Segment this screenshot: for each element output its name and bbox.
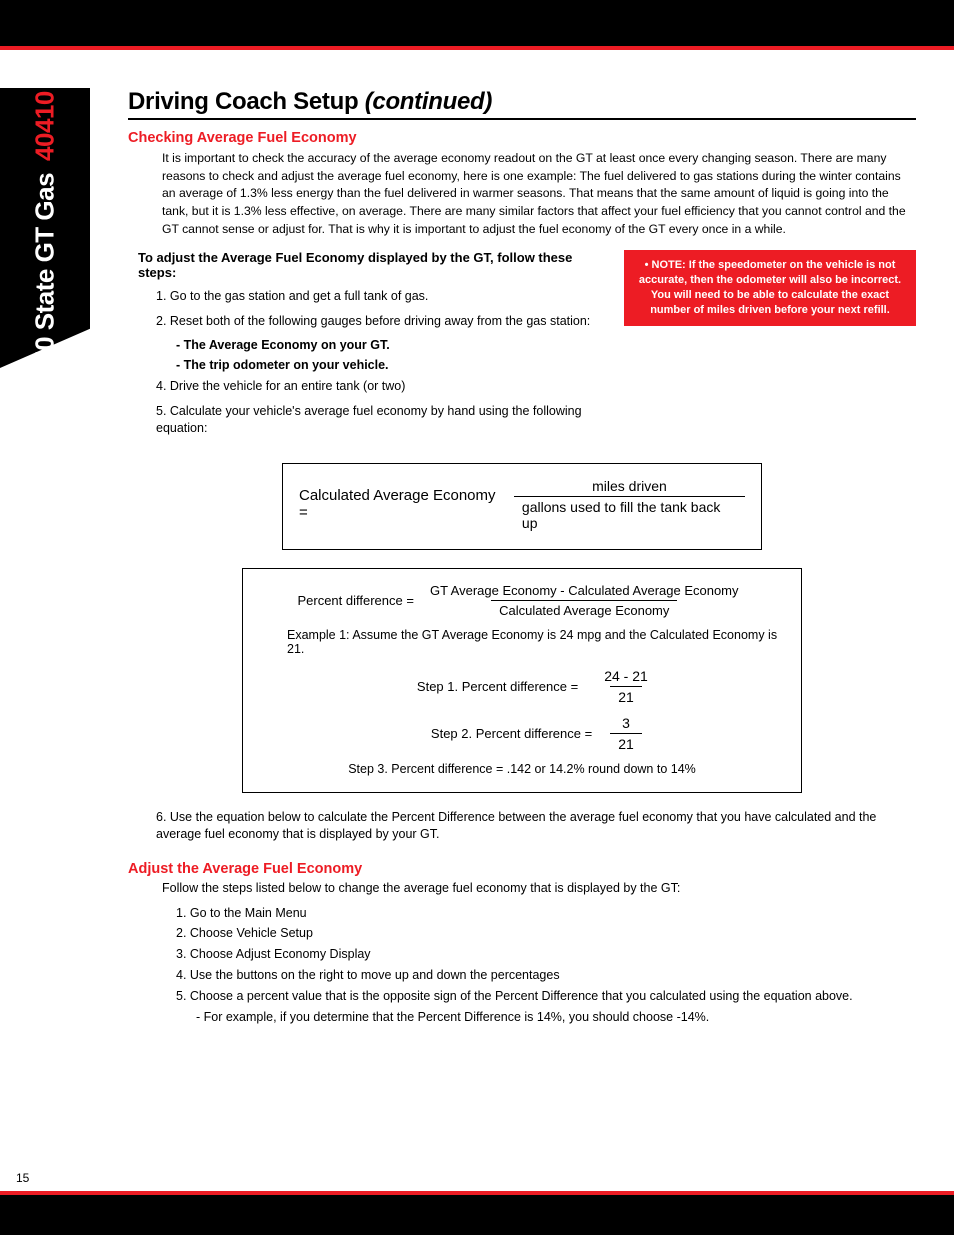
eq2-step2-num: 3 — [614, 715, 638, 733]
eq2-step3: Step 3. Percent difference = .142 or 14.… — [259, 762, 785, 776]
eq2-label: Percent difference = — [297, 593, 413, 608]
page-title-main: Driving Coach Setup — [128, 88, 365, 115]
eq2-example: Example 1: Assume the GT Average Economy… — [287, 628, 785, 656]
adj-step-5a: - For example, if you determine that the… — [196, 1009, 916, 1026]
step-6: 6. Use the equation below to calculate t… — [156, 809, 906, 843]
eq2-step1-row: Step 1. Percent difference = 24 - 21 21 — [259, 668, 785, 705]
note-box: • NOTE: If the speedometer on the vehicl… — [624, 250, 916, 325]
eq2-fraction: GT Average Economy - Calculated Average … — [422, 583, 747, 618]
equation-box-1: Calculated Average Economy = miles drive… — [282, 463, 762, 550]
section2-lead: Follow the steps listed below to change … — [162, 881, 916, 895]
footer-bar-black — [0, 1195, 954, 1235]
eq2-numerator: GT Average Economy - Calculated Average … — [422, 583, 747, 600]
eq2-step1-fraction: 24 - 21 21 — [596, 668, 656, 705]
eq1-denominator: gallons used to fill the tank back up — [514, 496, 745, 531]
header-bar-red — [0, 46, 954, 50]
eq2-step2-den: 21 — [610, 733, 642, 752]
page-number: 15 — [16, 1171, 29, 1185]
eq2-step2-row: Step 2. Percent difference = 3 21 — [259, 715, 785, 752]
side-code: 40410 — [30, 91, 61, 161]
step-2: 2. Reset both of the following gauges be… — [156, 313, 606, 330]
eq1-fraction: miles driven gallons used to fill the ta… — [514, 478, 745, 531]
page-title: Driving Coach Setup (continued) — [128, 88, 916, 120]
eq1-label: Calculated Average Economy = — [299, 487, 506, 521]
adj-step-1: 1. Go to the Main Menu — [176, 905, 916, 922]
eq2-step1-label: Step 1. Percent difference = — [388, 679, 578, 694]
section1-lead: To adjust the Average Fuel Economy displ… — [138, 250, 606, 280]
step-2b: - The trip odometer on your vehicle. — [176, 358, 606, 372]
step-4: 4. Drive the vehicle for an entire tank … — [156, 378, 606, 395]
adj-step-2: 2. Choose Vehicle Setup — [176, 925, 916, 942]
side-tab-text: 50 State GT Gas 40410 — [30, 91, 61, 365]
side-title: 50 State GT Gas — [30, 173, 61, 365]
eq2-step1-den: 21 — [610, 686, 642, 705]
eq2-denominator: Calculated Average Economy — [491, 600, 677, 618]
steps-column: To adjust the Average Fuel Economy displ… — [128, 250, 606, 444]
step-2a: - The Average Economy on your GT. — [176, 338, 606, 352]
eq1-numerator: miles driven — [584, 478, 675, 496]
equation-box-2: Percent difference = GT Average Economy … — [242, 568, 802, 793]
eq2-step2-fraction: 3 21 — [610, 715, 642, 752]
page-title-continued: (continued) — [365, 88, 492, 115]
adj-step-5: 5. Choose a percent value that is the op… — [176, 988, 916, 1005]
section1-heading: Checking Average Fuel Economy — [128, 130, 916, 146]
side-tab: 50 State GT Gas 40410 — [0, 88, 90, 368]
step-5: 5. Calculate your vehicle's average fuel… — [156, 403, 606, 437]
adj-step-3: 3. Choose Adjust Economy Display — [176, 946, 916, 963]
header-bar-black — [0, 0, 954, 46]
section1-intro: It is important to check the accuracy of… — [162, 150, 916, 238]
section2-heading: Adjust the Average Fuel Economy — [128, 861, 916, 877]
step-1: 1. Go to the gas station and get a full … — [156, 288, 606, 305]
page-content: Driving Coach Setup (continued) Checking… — [128, 88, 916, 1026]
adj-step-4: 4. Use the buttons on the right to move … — [176, 967, 916, 984]
eq2-step1-num: 24 - 21 — [596, 668, 656, 686]
eq2-step2-label: Step 2. Percent difference = — [402, 726, 592, 741]
